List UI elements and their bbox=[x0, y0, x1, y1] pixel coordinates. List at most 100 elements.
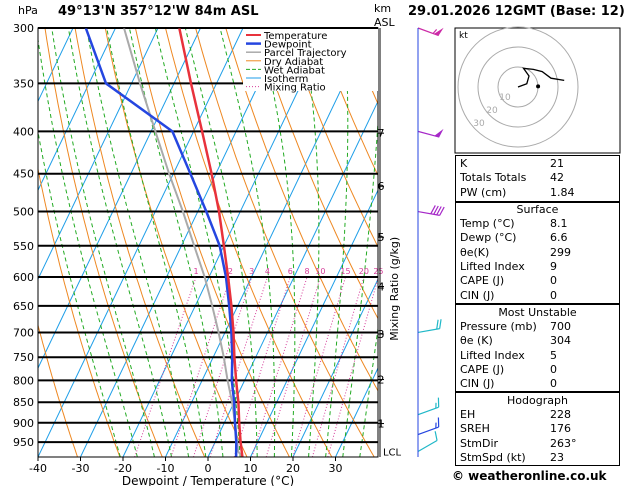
wet-adiabat-line bbox=[38, 129, 121, 457]
pressure-tick-label: 300 bbox=[13, 22, 34, 35]
barb-pennant bbox=[433, 27, 444, 36]
hodograph-stats-title: Hodograph bbox=[507, 394, 568, 407]
dry-adiabat-line bbox=[104, 28, 248, 457]
location-title: 49°13'N 357°12'W 84m ASL bbox=[58, 4, 259, 19]
mixing-ratio-label: 6 bbox=[288, 267, 293, 276]
pressure-unit-label: hPa bbox=[18, 4, 38, 17]
wet-adiabat-line bbox=[86, 28, 190, 457]
most-unstable-row: Pressure (mb) 700 bbox=[455, 319, 620, 334]
dry-adiabat-line bbox=[225, 28, 378, 392]
wind-barb bbox=[417, 397, 440, 416]
x-tick-label: 0 bbox=[205, 462, 212, 475]
surface-row-label: CAPE (J) bbox=[460, 274, 505, 288]
barb-pennant bbox=[434, 128, 444, 138]
most-unstable-row-label: CAPE (J) bbox=[460, 362, 505, 376]
dry-adiabat-line bbox=[165, 28, 333, 457]
x-tick-label: 10 bbox=[244, 462, 258, 475]
surface-title: Surface bbox=[516, 203, 559, 216]
hodograph-ring-label: 20 bbox=[486, 106, 498, 116]
most-unstable-row-label: CIN (J) bbox=[460, 377, 495, 391]
surface-row-label: Dewp (°C) bbox=[460, 231, 517, 245]
isotherm-line bbox=[38, 28, 74, 103]
surface-row-value: 8.1 bbox=[550, 217, 568, 230]
mixing-ratio-label: 20 bbox=[359, 267, 369, 276]
dry-adiabat-line bbox=[285, 28, 378, 249]
wet-adiabat-line bbox=[342, 116, 378, 457]
hodograph-stats-box bbox=[455, 392, 620, 466]
legend-box bbox=[243, 29, 378, 91]
most-unstable-row-value: 304 bbox=[550, 334, 571, 348]
legend-item-label: Isotherm bbox=[264, 74, 308, 85]
index-row-label: K bbox=[460, 157, 468, 170]
most-unstable-row: θe (K) 304 bbox=[455, 333, 620, 348]
km-tick-label: 5 bbox=[378, 231, 385, 244]
barb-flag bbox=[437, 417, 440, 428]
dry-adiabat-line bbox=[38, 323, 78, 457]
mixing-ratio-line bbox=[134, 276, 197, 457]
barb-staff bbox=[417, 426, 439, 436]
barb-flag bbox=[436, 206, 442, 216]
legend-item-label: Parcel Trajectory bbox=[264, 48, 347, 59]
surface-row-label: θe(K) bbox=[460, 245, 490, 259]
hodograph-ring-label: 10 bbox=[499, 93, 511, 103]
surface-row-value: 9 bbox=[550, 259, 557, 273]
wet-adiabat-line bbox=[325, 28, 349, 457]
copyright: © weatheronline.co.uk bbox=[452, 469, 607, 483]
barb-flag bbox=[439, 319, 442, 329]
storm-motion-marker bbox=[536, 84, 541, 89]
barb-staff bbox=[417, 328, 440, 334]
pressure-tick-label: 400 bbox=[13, 125, 34, 138]
most-unstable-row: CIN (J) 0 bbox=[455, 376, 620, 391]
km-tick-label: 7 bbox=[378, 127, 385, 140]
hodograph-stats-row-value: 228 bbox=[550, 408, 571, 421]
wet-adiabat-line bbox=[301, 28, 320, 457]
wind-barb bbox=[417, 128, 444, 138]
isotherm-line bbox=[38, 28, 159, 281]
surface-row: Dewp (°C) 6.6 bbox=[455, 230, 620, 245]
index-row: Totals Totals 42 bbox=[455, 170, 620, 185]
isotherm-line bbox=[122, 28, 329, 457]
mixing-ratio-label: 4 bbox=[265, 267, 270, 276]
barb-half-flag bbox=[432, 29, 438, 34]
km-tick-label: 2 bbox=[378, 374, 385, 387]
pressure-tick-label: 900 bbox=[13, 417, 34, 430]
barb-flag bbox=[439, 206, 445, 216]
most-unstable-row-value: 0 bbox=[550, 362, 557, 376]
mixing-ratio-line bbox=[311, 276, 365, 457]
index-row-value: 42 bbox=[550, 171, 564, 185]
isotherm-line bbox=[38, 28, 201, 370]
surface-row: CIN (J) 0 bbox=[455, 288, 620, 303]
hodograph-stats-row-label: StmSpd (kt) bbox=[460, 450, 526, 464]
wind-barb bbox=[417, 319, 442, 334]
datetime-title: 29.01.2026 12GMT (Base: 12) bbox=[408, 4, 625, 19]
x-axis-title: Dewpoint / Temperature (°C) bbox=[122, 474, 294, 486]
mixing-ratio-line bbox=[233, 276, 291, 457]
km-tick-label: 1 bbox=[378, 418, 385, 431]
index-row-value: 21 bbox=[550, 157, 564, 170]
legend-item-label: Mixing Ratio bbox=[264, 83, 326, 94]
x-tick-label: 20 bbox=[286, 462, 300, 475]
isotherm-line bbox=[38, 28, 244, 457]
hodograph-stats-row-value: 263° bbox=[550, 436, 577, 450]
mixing-ratio-label: 3 bbox=[249, 267, 254, 276]
isotherm-line bbox=[292, 277, 378, 457]
most-unstable-row-label: Pressure (mb) bbox=[460, 320, 537, 333]
hodograph-stats-row-label: SREH bbox=[460, 422, 490, 436]
barb-staff bbox=[417, 406, 439, 416]
most-unstable-title: Most Unstable bbox=[498, 306, 577, 319]
km-unit-label: km bbox=[374, 2, 391, 15]
dry-adiabat-line bbox=[255, 28, 378, 320]
wet-adiabat-line bbox=[184, 28, 258, 457]
index-row-value: 1.84 bbox=[550, 185, 575, 199]
asl-unit-label: ASL bbox=[374, 16, 396, 29]
pressure-tick-label: 350 bbox=[13, 77, 34, 90]
index-row: PW (cm) 1.84 bbox=[455, 185, 620, 200]
most-unstable-box bbox=[455, 304, 620, 392]
background-grid bbox=[38, 28, 378, 457]
surface-row-value: 6.6 bbox=[550, 231, 568, 245]
x-tick-label: -10 bbox=[157, 462, 175, 475]
barb-flag bbox=[434, 431, 438, 441]
pressure-tick-label: 700 bbox=[13, 326, 34, 339]
temperature-line bbox=[178, 28, 244, 457]
